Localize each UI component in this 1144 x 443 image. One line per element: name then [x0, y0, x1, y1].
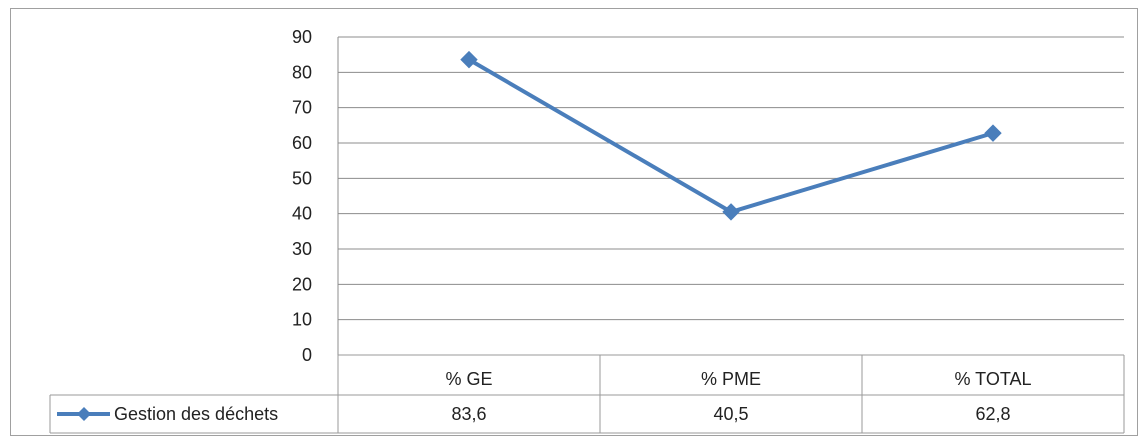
- legend-label: Gestion des déchets: [114, 404, 278, 424]
- data-table-value: 40,5: [713, 404, 748, 424]
- data-point-marker: [460, 50, 478, 69]
- data-table-value: 83,6: [451, 404, 486, 424]
- y-tick-label: 10: [292, 310, 312, 330]
- x-category-label: % TOTAL: [954, 369, 1031, 389]
- data-table-value: 62,8: [975, 404, 1010, 424]
- y-tick-label: 60: [292, 133, 312, 153]
- y-tick-label: 50: [292, 168, 312, 188]
- y-tick-label: 80: [292, 62, 312, 82]
- series-line: [467, 57, 994, 214]
- y-tick-label: 30: [292, 239, 312, 259]
- data-point-marker: [984, 124, 1002, 142]
- x-category-label: % PME: [701, 369, 761, 389]
- data-point-marker: [722, 203, 740, 221]
- chart-frame: [10, 8, 1138, 436]
- y-tick-label: 70: [292, 98, 312, 118]
- y-tick-label: 40: [292, 204, 312, 224]
- y-tick-label: 90: [292, 27, 312, 47]
- x-category-label: % GE: [445, 369, 492, 389]
- y-tick-label: 0: [302, 345, 312, 365]
- legend-marker: [77, 407, 91, 421]
- y-tick-label: 20: [292, 274, 312, 294]
